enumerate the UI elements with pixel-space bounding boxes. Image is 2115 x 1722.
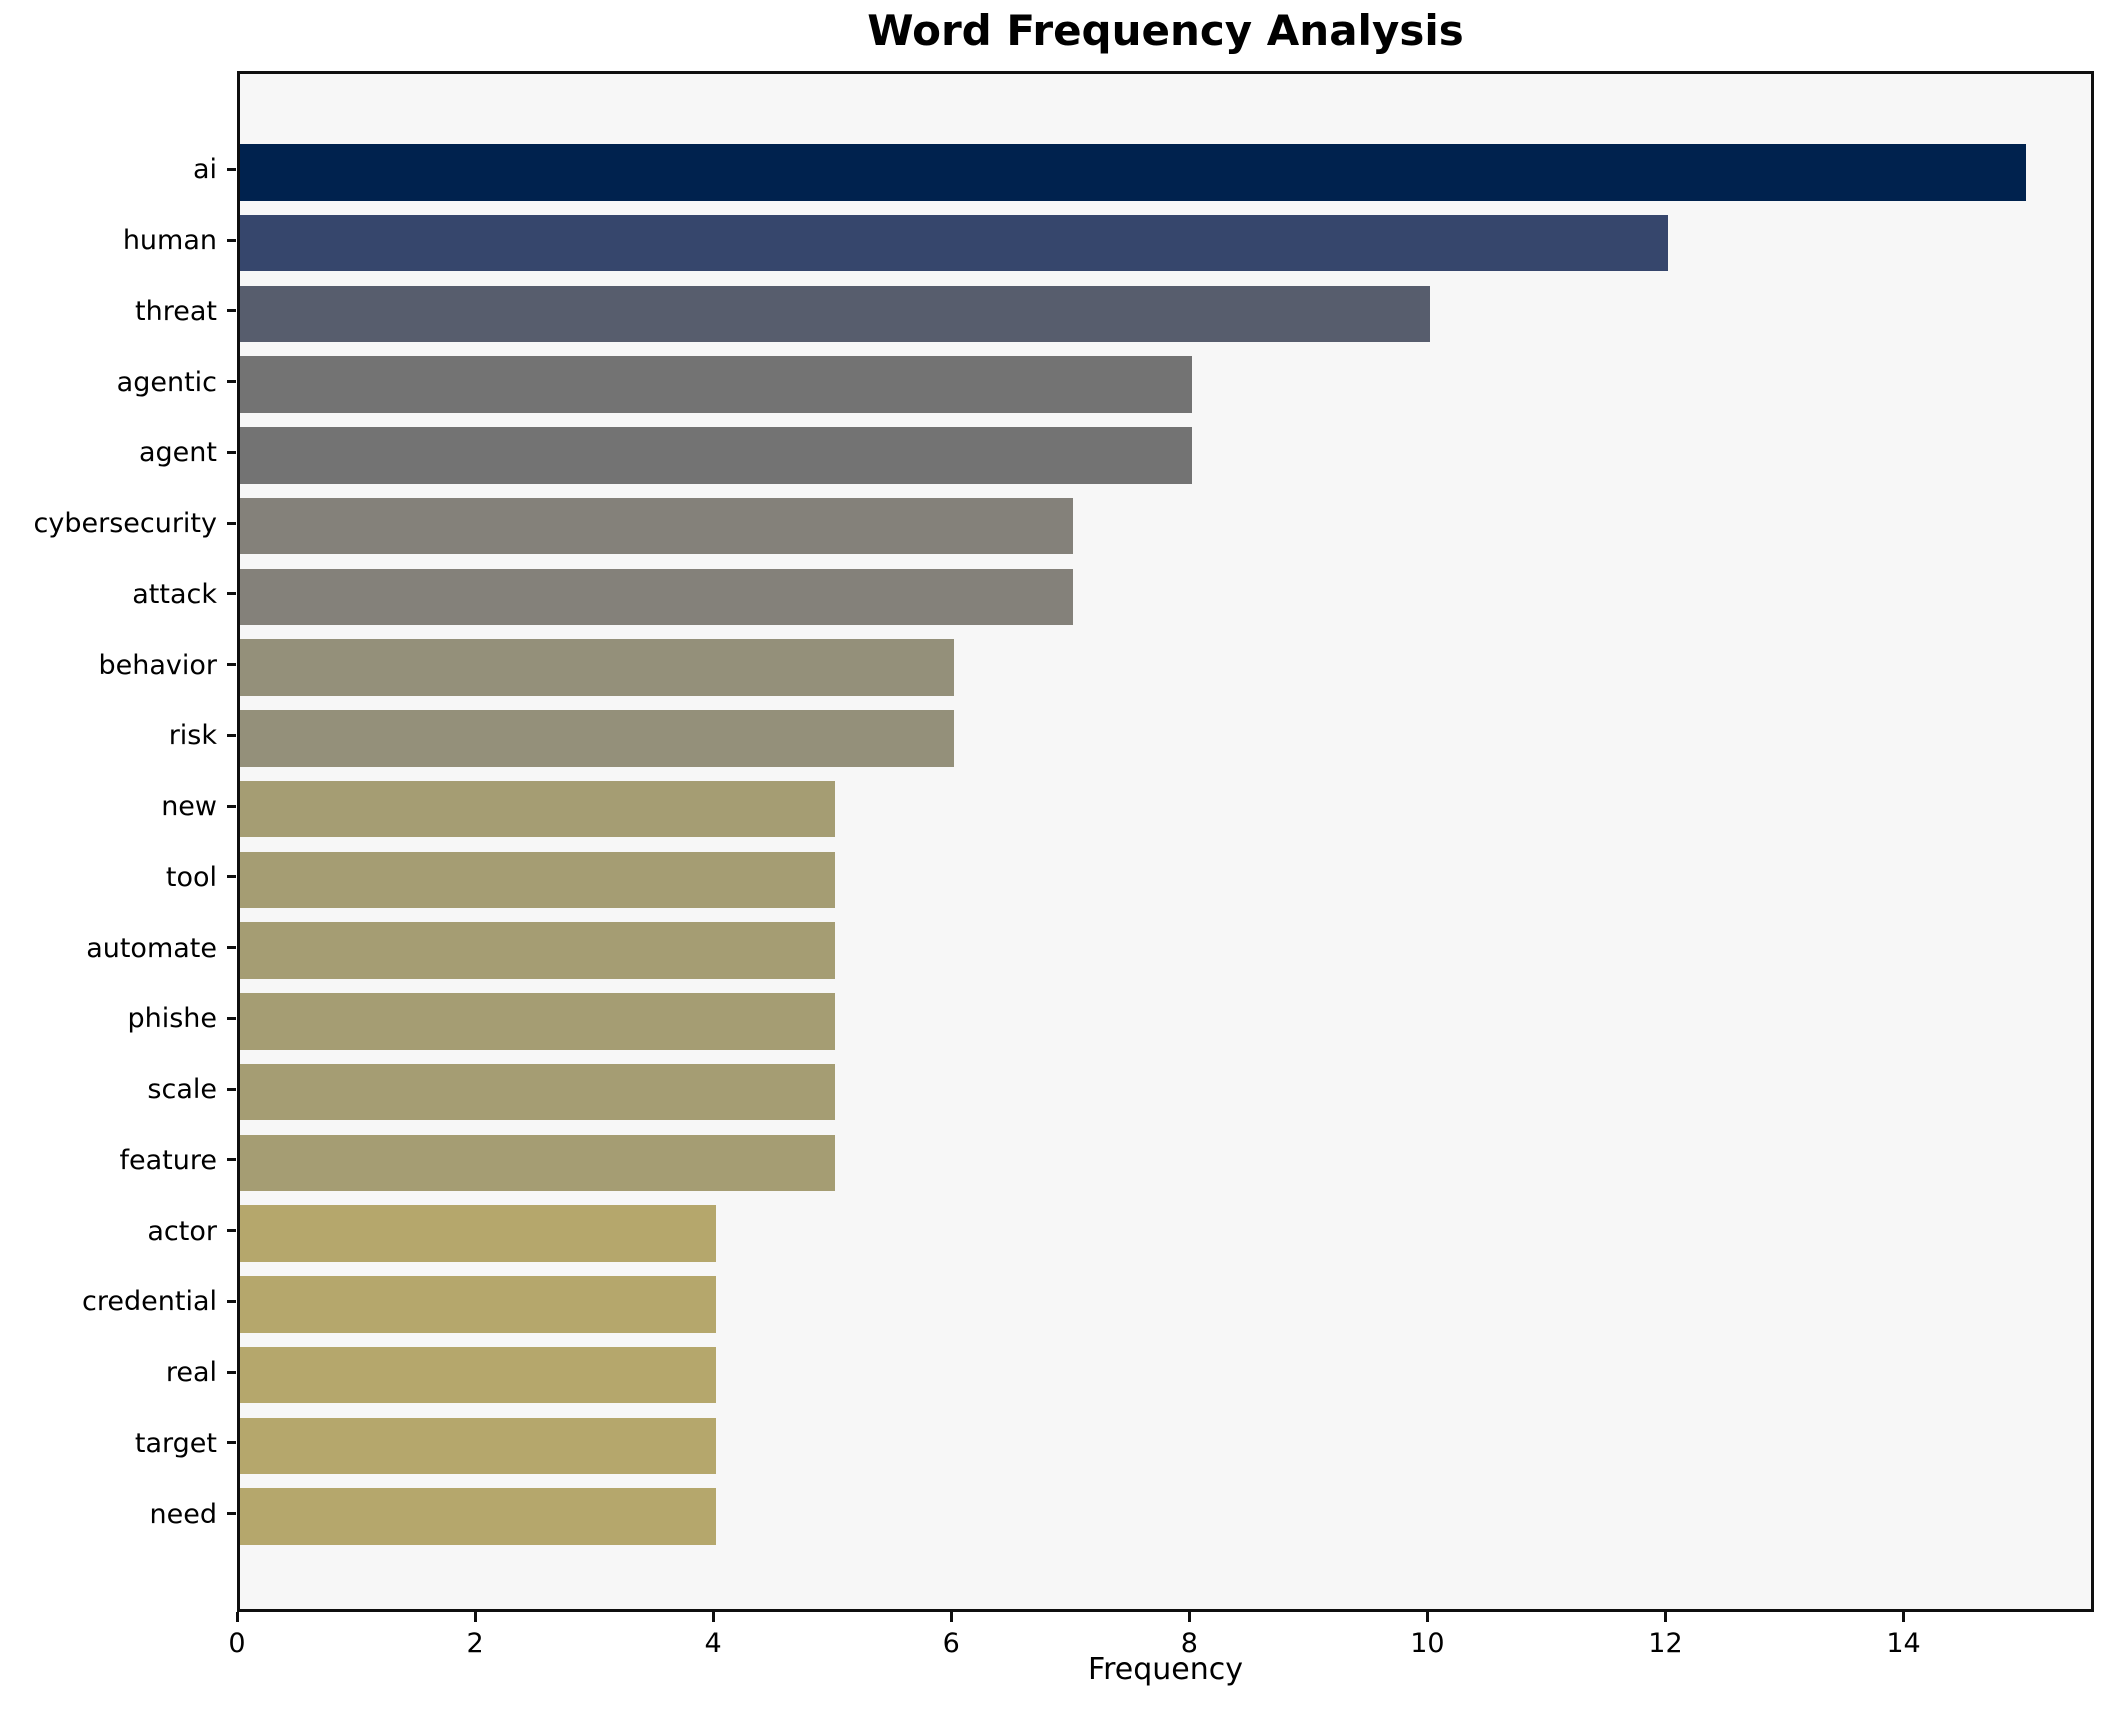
y-tick-label-feature: feature bbox=[119, 1144, 217, 1176]
y-tick-label-threat: threat bbox=[135, 295, 217, 327]
x-tick-label-14: 14 bbox=[1886, 1628, 1921, 1659]
y-tick-mark bbox=[227, 592, 236, 596]
bar-phishe bbox=[240, 993, 836, 1050]
bar-agent bbox=[240, 427, 1193, 484]
bar-real bbox=[240, 1346, 717, 1404]
y-tick-mark bbox=[227, 733, 236, 737]
x-tick-label-10: 10 bbox=[1410, 1628, 1445, 1659]
y-tick-label-credential: credential bbox=[82, 1286, 217, 1318]
y-tick-label-risk: risk bbox=[168, 720, 217, 752]
bar-tool bbox=[240, 851, 836, 909]
y-tick-label-automate: automate bbox=[86, 932, 217, 964]
y-tick-label-human: human bbox=[122, 225, 217, 257]
y-tick-label-agent: agent bbox=[139, 437, 217, 469]
y-tick-mark bbox=[227, 663, 236, 667]
bar-credential bbox=[240, 1276, 717, 1333]
x-tick-mark bbox=[473, 1612, 477, 1622]
y-tick-label-tool: tool bbox=[165, 861, 217, 893]
y-tick-mark bbox=[227, 1370, 236, 1374]
x-axis-label: Frequency bbox=[1088, 1652, 1243, 1687]
x-tick-label-6: 6 bbox=[942, 1628, 960, 1659]
bar-ai bbox=[240, 144, 2026, 201]
x-tick-mark bbox=[711, 1612, 715, 1622]
bar-behavior bbox=[240, 639, 955, 696]
x-tick-label-0: 0 bbox=[228, 1628, 246, 1659]
bar-risk bbox=[240, 710, 955, 767]
y-tick-label-new: new bbox=[161, 791, 217, 823]
plot-area bbox=[237, 71, 2094, 1612]
y-tick-label-target: target bbox=[134, 1427, 217, 1459]
y-tick-label-phishe: phishe bbox=[127, 1003, 217, 1035]
x-tick-mark bbox=[949, 1612, 953, 1622]
y-tick-mark bbox=[227, 450, 236, 454]
x-tick-label-4: 4 bbox=[704, 1628, 722, 1659]
x-tick-label-8: 8 bbox=[1180, 1628, 1198, 1659]
y-tick-label-attack: attack bbox=[132, 578, 217, 610]
y-tick-label-real: real bbox=[165, 1357, 217, 1389]
bar-agentic bbox=[240, 356, 1193, 413]
chart-title: Word Frequency Analysis bbox=[867, 6, 1464, 55]
y-tick-mark bbox=[227, 238, 236, 242]
x-tick-mark bbox=[1425, 1612, 1429, 1622]
bar-new bbox=[240, 780, 836, 838]
y-tick-label-need: need bbox=[149, 1498, 217, 1530]
bar-human bbox=[240, 214, 1669, 272]
y-tick-mark bbox=[227, 380, 236, 384]
y-tick-label-ai: ai bbox=[192, 154, 217, 186]
x-tick-label-12: 12 bbox=[1648, 1628, 1683, 1659]
y-tick-mark bbox=[227, 804, 236, 808]
y-tick-mark bbox=[227, 1299, 236, 1303]
y-tick-label-behavior: behavior bbox=[98, 649, 217, 681]
bar-feature bbox=[240, 1134, 836, 1192]
bar-cybersecurity bbox=[240, 497, 1074, 555]
bar-scale bbox=[240, 1063, 836, 1121]
y-tick-mark bbox=[227, 1158, 236, 1162]
bar-need bbox=[240, 1488, 717, 1545]
bar-attack bbox=[240, 568, 1074, 626]
bar-automate bbox=[240, 922, 836, 979]
y-tick-mark bbox=[227, 1441, 236, 1445]
y-tick-label-actor: actor bbox=[147, 1215, 217, 1247]
y-tick-mark bbox=[227, 946, 236, 950]
y-tick-mark bbox=[227, 1229, 236, 1233]
bar-threat bbox=[240, 285, 1431, 343]
y-tick-mark bbox=[227, 309, 236, 313]
bar-target bbox=[240, 1417, 717, 1475]
y-tick-mark bbox=[227, 1512, 236, 1516]
x-tick-mark bbox=[1663, 1612, 1667, 1622]
x-tick-mark bbox=[1902, 1612, 1906, 1622]
bar-actor bbox=[240, 1205, 717, 1262]
y-tick-label-cybersecurity: cybersecurity bbox=[33, 508, 217, 540]
y-tick-mark bbox=[227, 875, 236, 879]
y-tick-label-scale: scale bbox=[147, 1074, 217, 1106]
x-tick-mark bbox=[1187, 1612, 1191, 1622]
y-tick-label-agentic: agentic bbox=[116, 366, 217, 398]
y-tick-mark bbox=[227, 521, 236, 525]
y-tick-mark bbox=[227, 1087, 236, 1091]
x-tick-label-2: 2 bbox=[466, 1628, 484, 1659]
x-tick-mark bbox=[235, 1612, 239, 1622]
y-tick-mark bbox=[227, 167, 236, 171]
y-tick-mark bbox=[227, 1016, 236, 1020]
